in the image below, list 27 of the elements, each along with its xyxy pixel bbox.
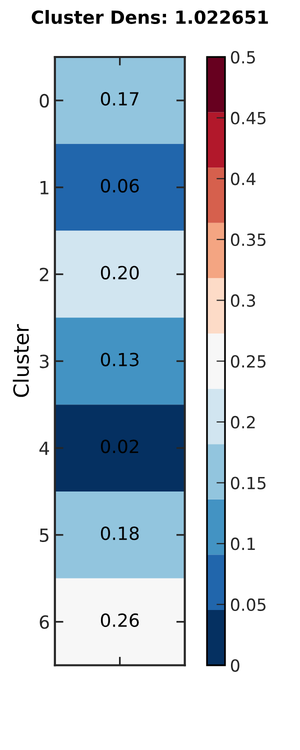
data-label: 0.26 [100,613,139,628]
color-bar-label: 0 [230,659,240,672]
y-tick-label: 5 [40,528,48,542]
data-label: 0.18 [100,526,139,540]
color-bar-label: 0.15 [230,476,266,490]
y-tick-label: 4 [39,442,50,455]
color-bar-label: 0.25 [230,355,266,368]
y-tick-label: 6 [40,615,49,629]
color-bar-label: 0.05 [230,598,266,611]
chart-title: Cluster Dens: 1.022651 [32,10,268,24]
color-bar-label: 0.45 [230,112,266,124]
y-tick-label: 0 [40,94,49,108]
color-bar-label: 0.3 [230,294,256,307]
y-tick-label: 3 [40,354,49,368]
data-label: 0.17 [100,92,138,106]
y-tick-label: 2 [40,268,48,282]
color-bar-label: 0.2 [230,416,255,429]
color-bar-label: 0.1 [230,538,255,550]
y-axis-title: Cluster [12,324,29,397]
data-label: 0.20 [100,266,139,280]
color-bar-label: 0.35 [230,233,266,246]
data-label: 0.06 [100,178,139,193]
y-tick-label: 1 [40,181,48,194]
color-bar-label: 0.4 [230,172,256,186]
data-label: 0.13 [100,352,139,366]
color-bar-label: 0.5 [230,50,255,64]
data-label: 0.02 [100,440,138,454]
